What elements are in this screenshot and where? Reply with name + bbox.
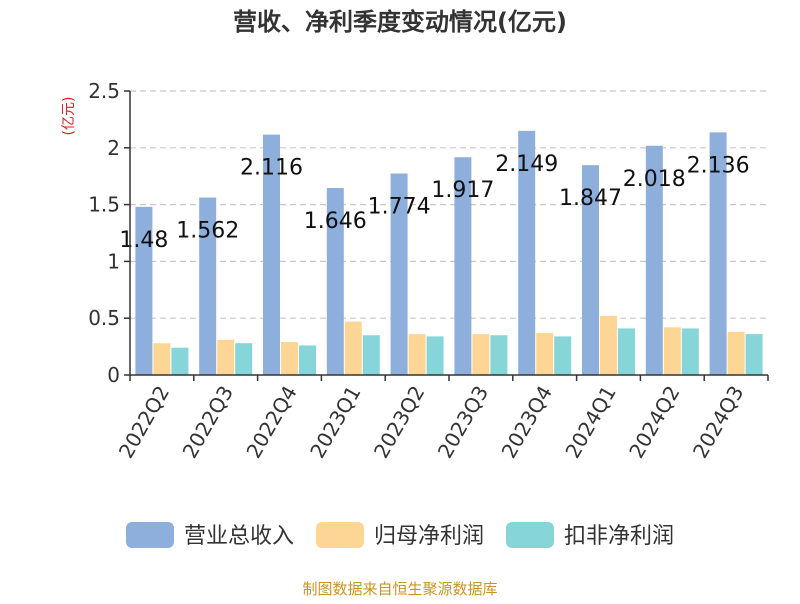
bar [536,332,554,375]
bar [281,342,298,375]
bar [408,334,426,375]
x-tick-label: 2022Q2 [114,382,174,463]
x-tick-label: 2022Q3 [178,382,238,463]
legend-label: 归母净利润 [374,524,484,549]
data-label: 1.847 [559,186,622,211]
y-tick-label: 2 [107,136,120,160]
bar [426,336,444,375]
bar [135,206,153,375]
bar [217,339,235,375]
bar [199,197,217,375]
grid-lines [130,90,768,319]
y-tick-label: 1.5 [88,193,120,217]
bar [600,315,617,375]
bar [490,335,508,375]
legend-swatch [506,522,554,548]
bar [518,130,536,375]
data-label: 1.917 [431,178,494,203]
data-label: 1.562 [176,219,239,244]
data-label: 2.018 [623,167,686,192]
legend-item[interactable]: 扣非净利润 [506,522,674,549]
bar [326,188,344,375]
source-note: 制图数据来自恒生聚源数据库 [302,580,497,598]
bar [663,327,681,375]
bar [727,331,745,375]
x-tick-label: 2023Q4 [497,382,557,463]
data-label: 2.116 [240,156,303,181]
y-tick-label: 0.5 [88,306,120,330]
x-tick-label: 2024Q3 [688,382,748,463]
bar [362,335,380,375]
bar [745,334,763,375]
legend-swatch [126,522,174,548]
x-tick-label: 2024Q2 [624,382,684,463]
chart-title: 营收、净利季度变动情况(亿元) [233,8,567,36]
y-tick-label: 0 [107,363,120,387]
data-labels: 1.48 1.5622.1161.6461.7741.9172.1491.8472… [119,152,749,253]
bar [582,165,599,375]
bar [299,345,316,375]
bar [235,343,253,375]
bar [618,328,635,375]
data-label: 1.774 [368,194,431,219]
bars [135,130,763,375]
bar [171,347,189,375]
x-tick-label: 2022Q4 [241,382,301,463]
data-label: 2.136 [687,153,750,178]
bar [472,334,490,375]
bar [344,321,362,375]
bar [153,343,171,375]
bar [681,328,699,375]
data-label: 1.48 [119,228,168,253]
x-tick-label: 2023Q1 [305,382,365,463]
bar [263,134,280,375]
legend-item[interactable]: 营业总收入 [126,522,294,549]
x-tick-label: 2024Q1 [560,382,620,463]
legend-item[interactable]: 归母净利润 [316,522,484,549]
y-tick-label: 2.5 [88,79,120,103]
data-label: 2.149 [495,152,558,177]
data-label: 1.646 [304,209,367,234]
legend-swatch [316,522,364,548]
bar [554,336,572,375]
bar [645,145,663,375]
legend[interactable]: 营业总收入 归母净利润 扣非净利润 [126,522,674,549]
bar [709,132,727,375]
legend-label: 扣非净利润 [564,524,674,549]
x-tick-label: 2023Q3 [433,382,493,463]
legend-label: 营业总收入 [184,524,294,549]
bar [390,173,408,375]
x-tick-label: 2023Q2 [369,382,429,463]
y-axis-label: (亿元) [61,97,77,136]
y-tick-label: 1 [107,249,120,273]
bar [454,157,472,375]
